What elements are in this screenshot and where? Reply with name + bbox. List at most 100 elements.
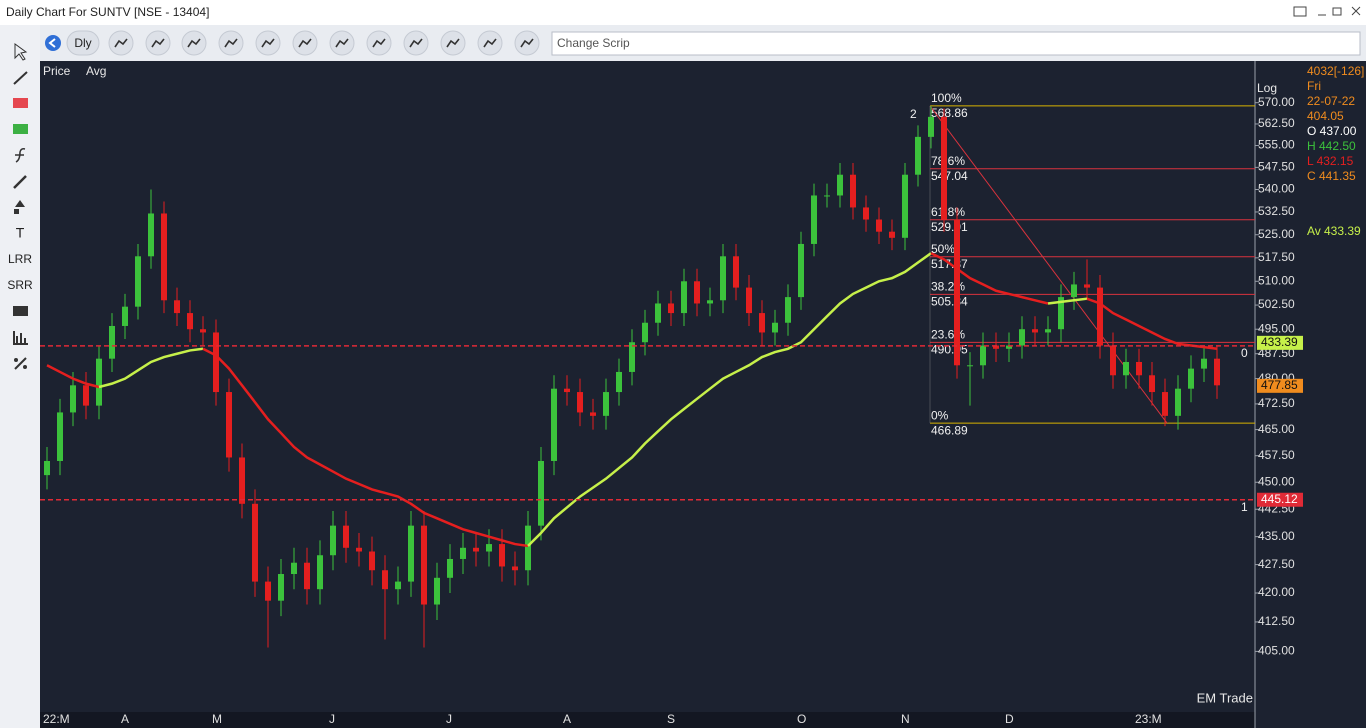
candle-body — [1188, 368, 1194, 389]
fib-percent: 0% — [931, 408, 949, 422]
info-close: C 441.35 — [1307, 169, 1356, 183]
price-badge-text: 445.12 — [1261, 492, 1298, 506]
line-tool[interactable] — [13, 71, 28, 85]
tool-icon — [187, 38, 201, 48]
candle-body — [44, 460, 50, 476]
candle-body — [369, 551, 375, 571]
candle-body — [889, 231, 895, 238]
fib-percent: 78.6% — [931, 154, 965, 168]
y-tick-label: 427.50 — [1258, 557, 1295, 571]
y-tick-label: 517.50 — [1258, 250, 1295, 264]
candle-body — [993, 345, 999, 349]
lrr-tool[interactable]: LRR — [8, 252, 32, 266]
green-zone-tool[interactable] — [13, 124, 28, 134]
candle-body — [1045, 329, 1051, 333]
tool-icon — [335, 38, 349, 48]
candle-body — [122, 306, 128, 326]
candle-body — [447, 558, 453, 578]
info-day: Fri — [1307, 79, 1321, 93]
avg-line — [1047, 297, 1088, 305]
window-controls[interactable] — [1293, 6, 1361, 17]
x-tick-label: 23:M — [1135, 712, 1162, 726]
candle-body — [200, 329, 206, 333]
candle-body — [928, 116, 934, 137]
candle-body — [1136, 361, 1142, 376]
candle-body — [434, 577, 440, 605]
fib-value: 466.89 — [931, 423, 968, 437]
avg-line — [202, 347, 529, 548]
candle-body — [902, 174, 908, 238]
candle-body — [57, 412, 63, 461]
function-tool[interactable] — [15, 148, 26, 163]
candle-body — [603, 392, 609, 416]
candle-body — [1110, 345, 1116, 376]
sidebar — [0, 25, 40, 728]
x-tick-label: S — [667, 712, 675, 726]
percent-dot — [14, 358, 18, 362]
candle-body — [252, 503, 258, 582]
search-box[interactable] — [551, 31, 1361, 56]
srr-tool[interactable]: SRR — [7, 278, 33, 292]
candle-body — [642, 322, 648, 343]
candle-body — [746, 287, 752, 314]
info-bars: 4032[-126] — [1307, 64, 1364, 78]
candle-body — [694, 281, 700, 304]
interval-button[interactable] — [66, 30, 100, 56]
candle-body — [915, 136, 921, 175]
candle-body — [1097, 287, 1103, 346]
candle-body — [850, 174, 856, 208]
tool-icon — [409, 38, 423, 48]
y-tick-label: 495.00 — [1258, 321, 1295, 335]
info-date: 22-07-22 — [1307, 94, 1355, 108]
candle-body — [265, 581, 271, 601]
y-tick-label: 465.00 — [1258, 422, 1295, 436]
y-tick-label: 435.00 — [1258, 529, 1295, 543]
bars-tool[interactable] — [13, 331, 28, 345]
red-zone-tool[interactable] — [13, 98, 28, 108]
candle-body — [1123, 361, 1129, 376]
candle-body — [421, 525, 427, 605]
window-title: Daily Chart For SUNTV [NSE - 13404] — [6, 5, 209, 19]
candle-body — [980, 345, 986, 366]
candle-body — [1214, 358, 1220, 386]
candle-body — [226, 392, 232, 458]
price-line-tag: 0 — [1241, 346, 1248, 360]
image-tool[interactable] — [13, 306, 28, 316]
price-badge — [1257, 492, 1303, 507]
y-tick-label: 540.00 — [1258, 182, 1295, 196]
pointer-icon[interactable] — [14, 43, 28, 61]
search-placeholder: Change Scrip — [557, 36, 630, 50]
scale-label: Log — [1257, 81, 1277, 95]
y-tick-label: 547.50 — [1258, 160, 1295, 174]
candle-body — [213, 332, 219, 393]
watermark: EM Trade — [1197, 690, 1253, 705]
candle-body — [343, 525, 349, 548]
candle-body — [499, 544, 505, 567]
candle-body — [863, 207, 869, 220]
candle-body — [967, 365, 973, 367]
x-tick-label: M — [212, 712, 222, 726]
candle-body — [707, 300, 713, 304]
y-tick-label: 532.50 — [1258, 204, 1295, 218]
candle-body — [96, 358, 102, 406]
candle-body — [876, 219, 882, 232]
y-tick-label: 510.00 — [1258, 273, 1295, 287]
y-tick-label: 420.00 — [1258, 585, 1295, 599]
y-tick-label: 555.00 — [1258, 138, 1295, 152]
y-tick-label: 570.00 — [1258, 95, 1295, 109]
candle-body — [382, 570, 388, 590]
candle-body — [278, 574, 284, 601]
x-tick-label: O — [797, 712, 806, 726]
candle-body — [759, 313, 765, 333]
candle-body — [564, 388, 570, 393]
avg-badge-text: 433.39 — [1261, 335, 1298, 349]
percent-tool[interactable] — [14, 357, 27, 370]
shape-tool[interactable] — [14, 200, 25, 214]
info-high: H 442.50 — [1307, 139, 1356, 153]
back-button[interactable] — [45, 35, 61, 51]
x-tick-label: D — [1005, 712, 1014, 726]
candle-body — [356, 547, 362, 552]
candle-body — [1071, 284, 1077, 298]
text-tool[interactable]: T — [16, 225, 25, 241]
brush-tool[interactable] — [13, 175, 27, 189]
